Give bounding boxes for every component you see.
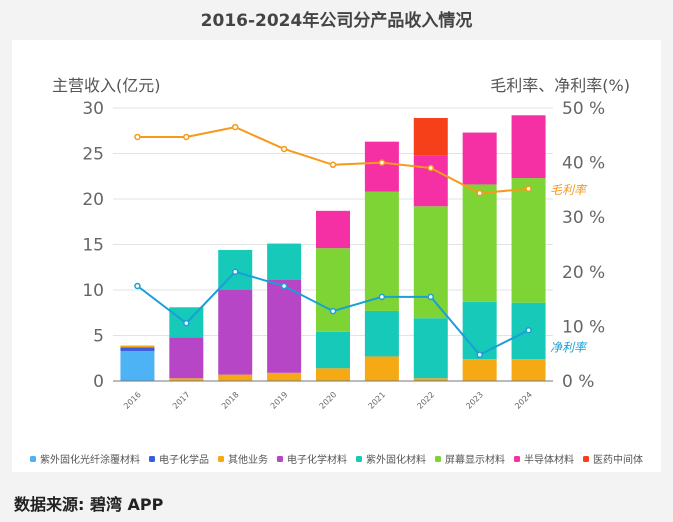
line-point <box>378 159 386 166</box>
bar-2023 <box>462 301 497 360</box>
x-tick-label: 2020 <box>318 390 339 411</box>
y-tick-label: 20 <box>82 190 104 210</box>
line-point <box>427 293 435 301</box>
line-point <box>525 326 532 334</box>
data-source: 数据来源: 碧湾 APP <box>14 495 164 514</box>
line-point <box>525 185 532 193</box>
bar-2021 <box>364 191 399 311</box>
y-tick-label: 10 <box>82 281 104 301</box>
y2-axis-label: 毛利率、净利率(%) <box>490 76 630 95</box>
y2-tick-label: 30 % <box>562 208 605 228</box>
y2-tick-label: 0 % <box>562 372 594 392</box>
legend-item: 医药中间体 <box>593 453 643 466</box>
bar-2024 <box>511 359 546 381</box>
y2-tick-label: 50 % <box>562 99 605 119</box>
bar-2022 <box>413 378 448 381</box>
bar-2017 <box>169 337 204 379</box>
bar-2019 <box>267 243 302 280</box>
legend-swatch <box>277 456 283 462</box>
y-axis-label: 主营收入(亿元) <box>52 76 161 95</box>
line-point <box>183 319 190 327</box>
y2-tick-label: 40 % <box>562 154 605 174</box>
legend-swatch <box>218 456 224 462</box>
legend-item: 半导体材料 <box>524 453 574 466</box>
line-point <box>134 282 141 290</box>
line-point <box>231 123 239 131</box>
legend-swatch <box>149 456 155 462</box>
bar-2020 <box>316 248 350 332</box>
bar-2017 <box>169 378 204 381</box>
line-point <box>427 164 435 172</box>
bar-2019 <box>267 372 302 381</box>
line-point <box>183 133 190 141</box>
bar-2022 <box>413 155 448 207</box>
line-point <box>280 145 288 153</box>
x-tick-label: 2018 <box>220 390 241 411</box>
legend-swatch <box>30 456 36 462</box>
x-tick-label: 2022 <box>415 390 436 411</box>
legend-item: 紫外固化材料 <box>366 453 426 466</box>
bar-2023 <box>462 359 497 381</box>
line-point <box>329 161 337 169</box>
bar-2024 <box>511 178 546 303</box>
chart-title: 2016-2024年公司分产品收入情况 <box>200 11 473 31</box>
line-point <box>134 133 141 141</box>
legend-item: 紫外固化光纤涂覆材料 <box>40 453 140 466</box>
y-tick-label: 0 <box>93 372 104 392</box>
line-point <box>476 189 483 197</box>
x-tick-label: 2021 <box>367 390 388 411</box>
legend-item: 电子化学材料 <box>287 453 347 466</box>
bar-2020 <box>316 368 350 381</box>
bar-2016 <box>120 345 155 348</box>
bar-2020 <box>316 210 350 249</box>
y2-tick-label: 20 % <box>562 263 605 283</box>
bar-2021 <box>364 141 399 192</box>
y2-tick-label: 10 % <box>562 317 605 337</box>
bar-2020 <box>316 331 350 369</box>
bar-2021 <box>364 310 399 357</box>
bar-2022 <box>413 118 448 156</box>
legend-swatch <box>435 456 441 462</box>
x-tick-label: 2016 <box>122 390 143 411</box>
y-tick-label: 5 <box>93 327 104 347</box>
line-point <box>280 282 288 290</box>
line-label: 净利率 <box>550 340 588 354</box>
line-label: 毛利率 <box>550 183 588 197</box>
y-tick-label: 15 <box>82 236 104 256</box>
bar-2023 <box>462 132 497 185</box>
bar-2018 <box>218 374 253 381</box>
legend-item: 屏幕显示材料 <box>445 453 505 466</box>
line-point <box>476 351 483 359</box>
line-point <box>378 293 386 301</box>
bar-2016 <box>120 350 155 381</box>
y-tick-label: 25 <box>82 145 104 165</box>
bar-2019 <box>267 279 302 373</box>
x-tick-label: 2024 <box>513 390 534 411</box>
bar-2024 <box>511 115 546 179</box>
bar-2021 <box>364 356 399 381</box>
legend-swatch <box>514 456 520 462</box>
y-tick-label: 30 <box>82 99 104 119</box>
bar-2022 <box>413 318 448 379</box>
legend-item: 其他业务 <box>228 453 268 466</box>
x-tick-label: 2023 <box>464 390 485 411</box>
line-point <box>329 307 337 315</box>
x-tick-label: 2017 <box>171 390 192 411</box>
x-tick-label: 2019 <box>269 390 290 411</box>
bar-2016 <box>120 347 155 351</box>
line-point <box>231 268 239 276</box>
legend-swatch <box>583 456 589 462</box>
legend-item: 电子化学品 <box>159 453 209 466</box>
legend-swatch <box>356 456 362 462</box>
bar-2018 <box>218 290 253 375</box>
bar-2022 <box>413 206 448 319</box>
bar-2023 <box>462 184 497 302</box>
